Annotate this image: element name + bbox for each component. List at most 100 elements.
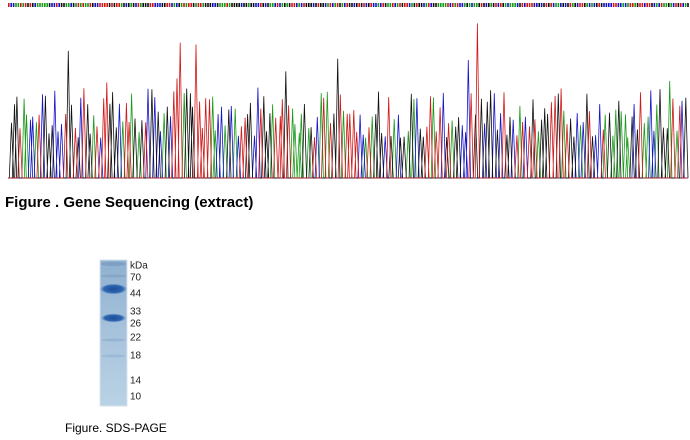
base-glyph — [264, 3, 267, 7]
base-glyph — [96, 3, 99, 7]
base-glyph — [130, 3, 132, 7]
base-glyph — [545, 3, 548, 7]
base-glyph — [440, 3, 442, 7]
base-glyph — [22, 3, 24, 7]
base-glyph — [478, 3, 480, 7]
base-glyph — [684, 3, 687, 7]
base-glyph — [135, 3, 137, 7]
base-glyph — [48, 3, 51, 7]
base-glyph — [543, 3, 545, 7]
base-glyph — [327, 3, 329, 7]
base-glyph — [15, 3, 17, 7]
base-glyph — [209, 3, 212, 7]
gel-band — [100, 262, 127, 266]
gel-caption: Figure. SDS-PAGE — [65, 421, 167, 435]
base-glyph — [656, 3, 658, 7]
base-glyph — [116, 3, 118, 7]
base-glyph — [152, 3, 154, 7]
base-glyph — [171, 3, 173, 7]
base-glyph — [581, 3, 584, 7]
base-glyph — [644, 3, 646, 7]
base-glyph — [308, 3, 310, 7]
base-glyph — [413, 3, 416, 7]
base-glyph — [384, 3, 387, 7]
base-glyph — [212, 3, 214, 7]
base-glyph — [324, 3, 327, 7]
base-glyph — [492, 3, 495, 7]
base-glyph — [598, 3, 600, 7]
base-glyph — [305, 3, 308, 7]
base-glyph — [663, 3, 665, 7]
base-glyph — [279, 3, 281, 7]
base-glyph — [72, 3, 75, 7]
base-glyph — [250, 3, 252, 7]
base-glyph — [341, 3, 344, 7]
base-glyph — [272, 3, 274, 7]
base-glyph — [183, 3, 185, 7]
base-glyph — [608, 3, 610, 7]
base-glyph — [540, 3, 543, 7]
base-glyph — [228, 3, 231, 7]
gel-band — [100, 274, 127, 278]
base-glyph — [370, 3, 372, 7]
chromatogram — [8, 23, 689, 179]
base-glyph — [322, 3, 324, 7]
base-glyph — [442, 3, 444, 7]
base-glyph — [564, 3, 567, 7]
base-glyph — [156, 3, 159, 7]
base-glyph — [632, 3, 634, 7]
base-glyph — [629, 3, 632, 7]
base-glyph — [588, 3, 591, 7]
sequencing-caption: Figure . Gene Sequencing (extract) — [5, 194, 253, 211]
base-glyph — [257, 3, 260, 7]
base-glyph — [411, 3, 413, 7]
base-glyph — [320, 3, 322, 7]
base-glyph — [332, 3, 334, 7]
base-glyph — [161, 3, 164, 7]
base-glyph — [344, 3, 346, 7]
gel-unit: kDa — [130, 261, 148, 272]
base-glyph — [176, 3, 178, 7]
base-glyph — [425, 3, 428, 7]
base-glyph — [456, 3, 459, 7]
base-glyph — [147, 3, 149, 7]
base-glyph — [70, 3, 72, 7]
base-glyph — [108, 3, 111, 7]
base-glyph — [528, 3, 531, 7]
base-glyph — [243, 3, 245, 7]
base-glyph — [579, 3, 581, 7]
base-glyph — [567, 3, 569, 7]
gel-border — [99, 259, 128, 407]
base-glyph — [197, 3, 200, 7]
base-glyph — [507, 3, 509, 7]
marker-label: 14 — [130, 376, 142, 387]
base-glyph — [555, 3, 557, 7]
base-glyph — [142, 3, 144, 7]
base-glyph — [519, 3, 521, 7]
base-glyph — [509, 3, 512, 7]
base-glyph — [190, 3, 192, 7]
base-glyph — [365, 3, 368, 7]
base-glyph — [286, 3, 288, 7]
base-glyph — [622, 3, 624, 7]
base-glyph — [612, 3, 615, 7]
base-glyph — [238, 3, 240, 7]
base-glyph — [375, 3, 377, 7]
base-glyph — [224, 3, 226, 7]
base-glyph — [600, 3, 603, 7]
base-glyph — [233, 3, 236, 7]
base-glyph — [29, 3, 32, 7]
base-glyph — [641, 3, 644, 7]
base-glyph — [80, 3, 82, 7]
base-glyph — [339, 3, 341, 7]
base-glyph — [560, 3, 562, 7]
base-glyph — [615, 3, 617, 7]
base-glyph — [646, 3, 648, 7]
base-glyph — [12, 3, 15, 7]
base-glyph — [526, 3, 528, 7]
marker-label: 10 — [130, 392, 142, 403]
base-glyph — [382, 3, 384, 7]
base-glyph — [46, 3, 48, 7]
